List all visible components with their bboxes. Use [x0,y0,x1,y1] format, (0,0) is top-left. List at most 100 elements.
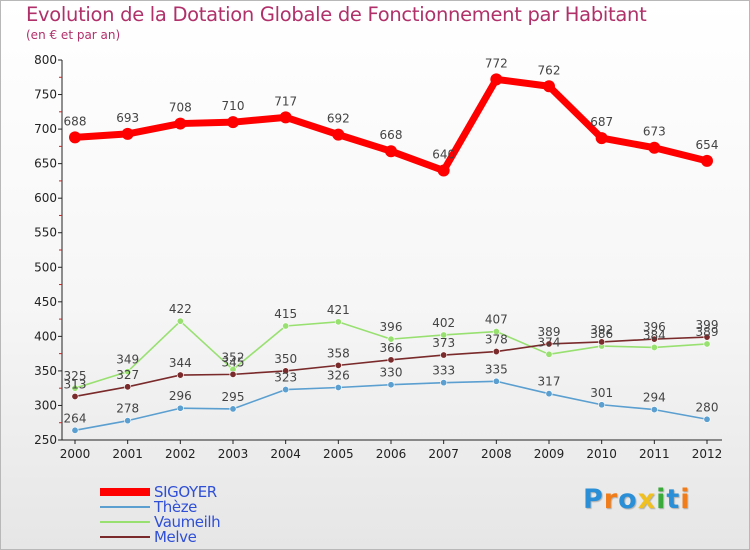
x-tick-label: 2008 [481,447,512,461]
data-label: 384 [643,328,666,342]
data-label: 350 [274,352,297,366]
legend-swatch [100,536,150,538]
data-point [648,141,661,154]
data-point [385,145,397,158]
data-point [650,335,658,343]
data-label: 389 [538,325,561,339]
chart-title: Evolution de la Dotation Globale de Fonc… [26,3,647,26]
data-label: 296 [169,389,192,403]
data-point [229,405,237,413]
data-point [387,356,395,364]
logo-letter: t [666,484,681,515]
y-tick-label: 550 [34,226,57,240]
data-label: 374 [538,335,561,349]
data-label: 358 [327,346,350,360]
data-point [598,401,606,409]
data-label: 345 [222,355,245,369]
legend-label: Melve [154,528,197,546]
data-point [121,127,134,140]
y-tick-label: 450 [34,295,57,309]
x-tick-label: 2005 [323,447,354,461]
data-label: 407 [485,313,508,327]
data-label: 673 [643,125,666,139]
y-tick-label: 700 [34,122,57,136]
data-label: 708 [169,101,192,115]
legend-item: SIGOYER [100,484,300,500]
data-label: 396 [380,320,403,334]
data-label: 295 [222,390,245,404]
data-label: 654 [696,138,719,152]
data-point [650,343,658,351]
y-tick-label: 650 [34,157,57,171]
data-label: 402 [432,316,455,330]
data-label: 344 [169,356,192,370]
data-label: 326 [327,368,350,382]
data-label: 325 [64,369,87,383]
data-point [595,132,608,145]
data-label: 323 [274,371,297,385]
x-tick-label: 2009 [534,447,565,461]
data-point [703,415,711,423]
data-point [545,350,553,358]
legend-item: Melve [100,529,300,545]
data-point [332,128,345,141]
data-label: 688 [64,114,87,128]
data-point [543,80,555,93]
data-label: 692 [327,112,350,126]
y-tick-label: 600 [34,191,57,205]
data-label: 710 [222,99,245,113]
data-point [71,384,79,392]
data-point [176,317,184,325]
proxiti-logo: Proxiti [583,484,691,515]
data-point [598,338,606,346]
x-tick-label: 2006 [376,447,407,461]
logo-letter: P [583,484,604,515]
data-label: 762 [538,63,561,77]
data-point [545,390,553,398]
data-label: 373 [432,336,455,350]
data-label: 333 [432,364,455,378]
legend-item: Vaumeilh [100,514,300,530]
data-point [545,340,553,348]
data-label: 399 [696,318,719,332]
y-tick-label: 500 [34,260,57,274]
x-tick-label: 2004 [270,447,301,461]
data-label: 668 [380,128,403,142]
logo-letter: x [637,484,657,515]
data-label: 294 [643,391,666,405]
x-tick-label: 2001 [112,447,143,461]
data-point [279,111,292,124]
data-point [282,322,290,330]
data-label: 330 [380,366,403,380]
data-point [334,361,342,369]
y-tick-label: 350 [34,364,57,378]
x-tick-label: 2011 [639,447,670,461]
data-point [701,154,713,167]
data-label: 396 [643,320,666,334]
data-label: 389 [696,325,719,339]
data-point [650,406,658,414]
data-label: 313 [64,377,87,391]
data-label: 301 [590,386,613,400]
data-label: 366 [380,341,403,355]
data-point [176,371,184,379]
x-tick-label: 2002 [165,447,196,461]
data-point [174,117,187,130]
data-label: 335 [485,362,508,376]
y-tick-label: 250 [34,433,57,447]
x-tick-label: 2010 [586,447,617,461]
data-point [440,331,448,339]
logo-letter: r [603,484,619,515]
data-label: 278 [116,402,139,416]
data-point [69,131,81,144]
data-label: 349 [116,353,139,367]
x-tick-label: 2007 [428,447,459,461]
data-point [282,386,290,394]
data-point [492,328,500,336]
x-tick-label: 2003 [218,447,249,461]
data-point [229,370,237,378]
data-point [437,164,450,177]
data-label: 280 [696,400,719,414]
